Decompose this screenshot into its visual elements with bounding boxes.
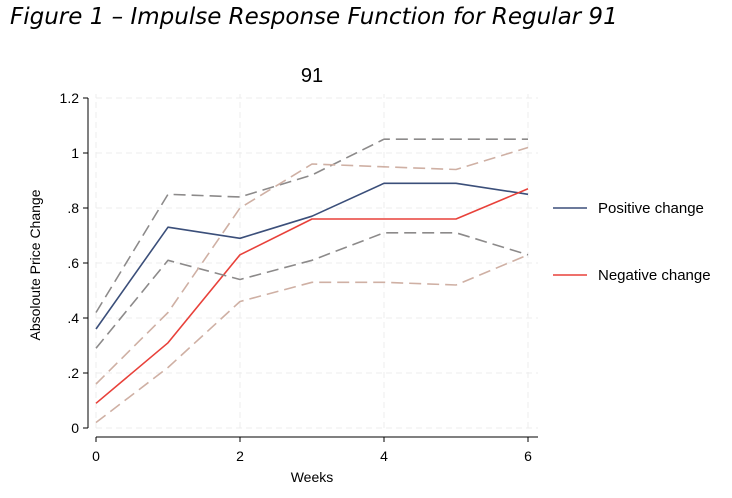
legend-label: Positive change bbox=[598, 200, 704, 217]
chart-title: 91 bbox=[301, 65, 323, 87]
axes: 0 .2 .4 .6 .8 1 1.2 0 2 4 6 bbox=[60, 90, 538, 464]
grid-lines bbox=[95, 94, 538, 429]
x-tick-label: 2 bbox=[236, 448, 244, 464]
y-tick-label: .4 bbox=[67, 310, 79, 326]
band-line-4 bbox=[95, 146, 529, 385]
y-tick-label: .8 bbox=[67, 200, 79, 216]
band-line-5 bbox=[95, 254, 529, 424]
y-axis-label: Absoloute Price Change bbox=[27, 189, 43, 340]
y-tick-label: .2 bbox=[67, 365, 79, 381]
y-tick-label: 1.2 bbox=[60, 90, 80, 106]
positive-change-line-0 bbox=[95, 182, 529, 330]
y-tick-label: 0 bbox=[71, 420, 79, 436]
band-line-3 bbox=[95, 232, 529, 349]
x-axis-label: Weeks bbox=[291, 469, 334, 485]
x-tick-label: 0 bbox=[92, 448, 100, 464]
legend-label: Negative change bbox=[598, 267, 711, 284]
legend: Positive change Negative change bbox=[553, 200, 711, 284]
x-tick-label: 4 bbox=[380, 448, 388, 464]
y-tick-label: 1 bbox=[71, 145, 79, 161]
band-line-2 bbox=[95, 138, 528, 313]
series-lines bbox=[95, 138, 529, 424]
y-tick-label: .6 bbox=[67, 255, 79, 271]
negative-change-line-1 bbox=[95, 188, 529, 404]
x-tick-label: 6 bbox=[524, 448, 532, 464]
figure-caption: Figure 1 – Impulse Response Function for… bbox=[10, 4, 618, 30]
